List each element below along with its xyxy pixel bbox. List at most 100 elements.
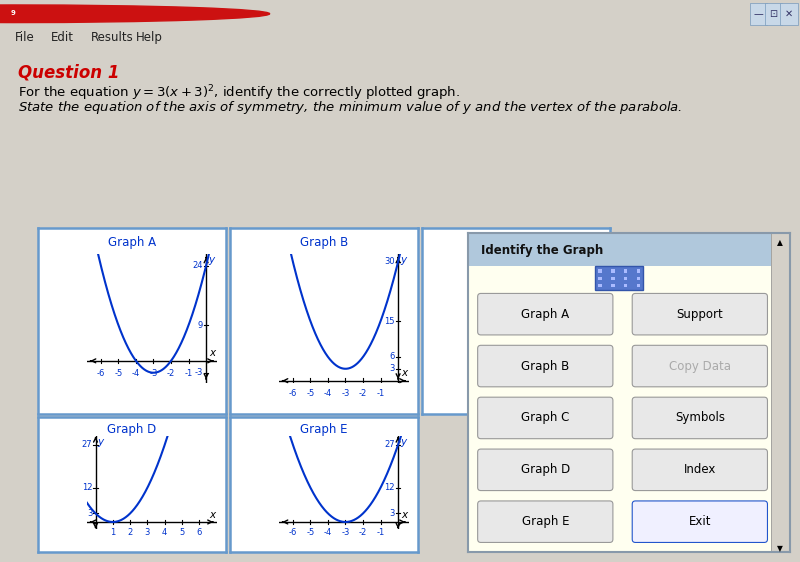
Text: -2: -2 bbox=[167, 369, 175, 378]
Text: Graph D: Graph D bbox=[521, 463, 570, 477]
Text: 4: 4 bbox=[162, 528, 167, 537]
Text: Graph A: Graph A bbox=[108, 236, 156, 249]
Text: File: File bbox=[14, 31, 34, 44]
FancyBboxPatch shape bbox=[595, 266, 643, 290]
Bar bbox=[637, 284, 640, 287]
Text: —: — bbox=[754, 9, 763, 19]
Text: y: y bbox=[400, 437, 406, 447]
Text: -6: -6 bbox=[97, 369, 105, 378]
FancyBboxPatch shape bbox=[765, 3, 782, 25]
Bar bbox=[611, 270, 614, 273]
Text: -5: -5 bbox=[306, 528, 314, 537]
Text: 30: 30 bbox=[384, 257, 395, 266]
Text: 3: 3 bbox=[145, 528, 150, 537]
FancyBboxPatch shape bbox=[478, 345, 613, 387]
Text: Identify the Graph: Identify the Graph bbox=[481, 244, 603, 257]
Text: x: x bbox=[401, 368, 407, 378]
Text: -1: -1 bbox=[377, 528, 385, 537]
Text: x: x bbox=[401, 510, 407, 520]
Text: Graph B: Graph B bbox=[300, 236, 348, 249]
Text: Graph A: Graph A bbox=[522, 307, 570, 321]
Text: 9: 9 bbox=[10, 10, 15, 16]
Text: y: y bbox=[208, 255, 214, 265]
Text: 27: 27 bbox=[384, 440, 395, 449]
Text: 3: 3 bbox=[87, 509, 92, 518]
Text: Symbols: Symbols bbox=[675, 411, 725, 424]
Text: 24: 24 bbox=[192, 261, 203, 270]
Text: y: y bbox=[400, 255, 406, 265]
Text: -4: -4 bbox=[324, 389, 332, 398]
Text: 2: 2 bbox=[127, 528, 133, 537]
Text: y: y bbox=[98, 437, 103, 447]
Text: -3: -3 bbox=[150, 369, 158, 378]
FancyBboxPatch shape bbox=[478, 501, 613, 542]
Text: ▲: ▲ bbox=[778, 238, 783, 247]
Text: -1: -1 bbox=[185, 369, 193, 378]
Text: Interactive Questions: Interactive Questions bbox=[27, 7, 170, 20]
Bar bbox=[637, 277, 640, 280]
Text: For the equation $y = 3(x + 3)^2$, identify the correctly plotted graph.: For the equation $y = 3(x + 3)^2$, ident… bbox=[18, 83, 460, 103]
Bar bbox=[598, 277, 602, 280]
Text: -5: -5 bbox=[306, 389, 314, 398]
Text: 12: 12 bbox=[384, 483, 395, 492]
Text: Graph B: Graph B bbox=[521, 360, 570, 373]
Text: 3: 3 bbox=[390, 364, 395, 373]
Text: -4: -4 bbox=[132, 369, 140, 378]
Text: -3: -3 bbox=[194, 368, 203, 377]
Text: Help: Help bbox=[136, 31, 163, 44]
Text: 3: 3 bbox=[390, 509, 395, 518]
Text: Exit: Exit bbox=[689, 515, 711, 528]
Text: -4: -4 bbox=[516, 276, 524, 285]
Text: Graph E: Graph E bbox=[522, 515, 569, 528]
Text: 12: 12 bbox=[82, 483, 92, 492]
Text: x: x bbox=[209, 348, 215, 358]
Text: State the equation of the axis of symmetry, the minimum value of $y$ and the ver: State the equation of the axis of symmet… bbox=[18, 99, 682, 116]
Text: 5: 5 bbox=[179, 528, 185, 537]
Text: Index: Index bbox=[684, 463, 716, 477]
FancyBboxPatch shape bbox=[632, 397, 767, 439]
FancyBboxPatch shape bbox=[632, 501, 767, 542]
FancyBboxPatch shape bbox=[780, 3, 798, 25]
Bar bbox=[611, 277, 614, 280]
Text: -6: -6 bbox=[289, 528, 297, 537]
Text: Support: Support bbox=[677, 307, 723, 321]
Text: -3: -3 bbox=[342, 528, 350, 537]
Text: -6: -6 bbox=[481, 276, 489, 285]
Text: x: x bbox=[593, 255, 599, 265]
Bar bbox=[611, 284, 614, 287]
FancyBboxPatch shape bbox=[632, 293, 767, 335]
Bar bbox=[598, 270, 602, 273]
Text: -5: -5 bbox=[114, 369, 122, 378]
Text: Results: Results bbox=[90, 31, 133, 44]
Text: -4: -4 bbox=[324, 528, 332, 537]
Text: Copy Data: Copy Data bbox=[669, 360, 731, 373]
Text: 1: 1 bbox=[110, 528, 115, 537]
Text: 15: 15 bbox=[384, 317, 395, 326]
Text: 6: 6 bbox=[197, 528, 202, 537]
FancyBboxPatch shape bbox=[478, 449, 613, 491]
Bar bbox=[770, 233, 790, 552]
FancyBboxPatch shape bbox=[478, 293, 613, 335]
Text: -1: -1 bbox=[377, 389, 385, 398]
Text: Question 1: Question 1 bbox=[18, 63, 119, 81]
Text: Graph C: Graph C bbox=[521, 411, 570, 424]
Text: 27: 27 bbox=[82, 440, 92, 449]
Text: -2: -2 bbox=[359, 528, 367, 537]
Text: x: x bbox=[209, 510, 215, 520]
Text: Graph E: Graph E bbox=[300, 423, 348, 437]
Circle shape bbox=[0, 5, 270, 22]
Bar bbox=[598, 284, 602, 287]
Text: -5: -5 bbox=[498, 276, 506, 285]
FancyBboxPatch shape bbox=[750, 3, 767, 25]
FancyBboxPatch shape bbox=[478, 397, 613, 439]
Text: 6: 6 bbox=[390, 352, 395, 361]
Text: ✕: ✕ bbox=[785, 9, 793, 19]
Text: Graph D: Graph D bbox=[107, 423, 157, 437]
Text: -6: -6 bbox=[289, 389, 297, 398]
Bar bbox=[624, 284, 627, 287]
Text: -12: -12 bbox=[574, 311, 587, 320]
Text: Edit: Edit bbox=[50, 31, 74, 44]
Bar bbox=[637, 270, 640, 273]
Text: -3: -3 bbox=[342, 389, 350, 398]
Bar bbox=[468, 233, 770, 266]
